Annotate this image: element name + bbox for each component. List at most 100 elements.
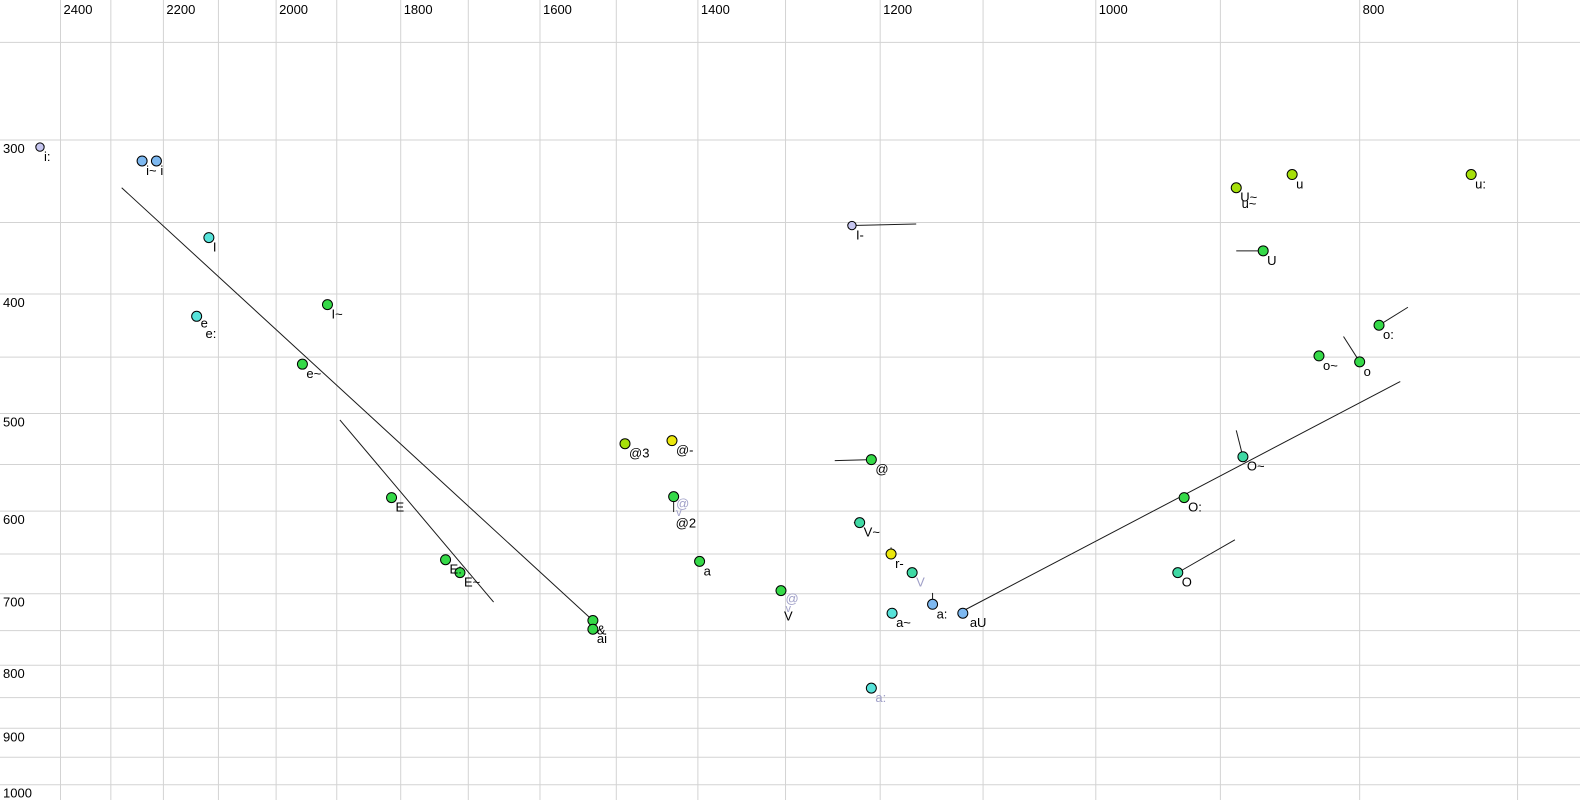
vowel-label: I- bbox=[856, 228, 864, 243]
x-tick-label: 1000 bbox=[1099, 2, 1128, 17]
vowel-label: O: bbox=[1188, 500, 1202, 515]
vowel-label: & bbox=[597, 623, 606, 638]
y-tick-label: 600 bbox=[3, 512, 25, 527]
vowel-label: o~ bbox=[1323, 358, 1338, 373]
vowel-label: @- bbox=[676, 443, 694, 458]
vowel-point-u[interactable] bbox=[1286, 169, 1298, 181]
vowel-point-O_[interactable] bbox=[1237, 451, 1249, 463]
vowel-label: a~ bbox=[896, 615, 911, 630]
vowel-label: o: bbox=[1383, 327, 1394, 342]
vowel-point-V[interactable] bbox=[775, 585, 787, 597]
vowel-point-i_[interactable] bbox=[136, 155, 148, 167]
vowel-point-_3[interactable] bbox=[619, 438, 631, 450]
vowel-label: i: bbox=[44, 149, 51, 164]
vowel-point-O[interactable] bbox=[1172, 567, 1184, 579]
trajectory-line bbox=[1177, 539, 1236, 574]
vowel-label: u bbox=[1296, 177, 1303, 192]
vowel-point-a_[interactable] bbox=[927, 598, 939, 610]
y-tick-label: 400 bbox=[3, 295, 25, 310]
vowel-label: ai bbox=[597, 631, 607, 646]
vowel-point-i[interactable] bbox=[150, 155, 162, 167]
vowel-point-_2[interactable] bbox=[668, 491, 680, 503]
trajectory-line bbox=[339, 419, 494, 603]
vowel-point-E_[interactable] bbox=[454, 567, 466, 579]
vowel-extra-label: @ bbox=[786, 591, 799, 606]
y-tick-label: 500 bbox=[3, 415, 25, 430]
vowel-label: r- bbox=[895, 556, 904, 571]
vowel-point-e[interactable] bbox=[191, 310, 203, 322]
vowel-label: e~ bbox=[306, 366, 321, 381]
vowel-label: u: bbox=[1475, 177, 1486, 192]
vowel-point-_[interactable] bbox=[865, 454, 877, 466]
vowel-extra-label: e: bbox=[206, 326, 217, 341]
vowel-point-r_[interactable] bbox=[885, 548, 897, 560]
vowel-label: U bbox=[1267, 253, 1276, 268]
vowel-label: U~ bbox=[1240, 190, 1257, 205]
vowel-label: a: bbox=[937, 606, 948, 621]
y-tick-label: 900 bbox=[3, 729, 25, 744]
vowel-point-__[interactable] bbox=[666, 435, 678, 447]
vowel-point-ai[interactable] bbox=[587, 623, 599, 635]
vowel-point-V[interactable] bbox=[906, 567, 918, 579]
vowel-label: o bbox=[1364, 364, 1371, 379]
vowel-point-o[interactable] bbox=[1354, 356, 1366, 368]
vowel-label: E bbox=[396, 500, 405, 515]
vowel-point-I_[interactable] bbox=[847, 220, 857, 231]
x-tick-label: 1600 bbox=[543, 2, 572, 17]
vowel-point-e_[interactable] bbox=[296, 358, 308, 370]
vowel-point-u_[interactable] bbox=[1465, 169, 1477, 181]
x-tick-label: 2000 bbox=[279, 2, 308, 17]
vowel-label: V bbox=[916, 575, 925, 590]
arrowhead-glyph: v bbox=[676, 507, 682, 519]
vowel-point-E[interactable] bbox=[386, 492, 398, 504]
trajectory-line bbox=[834, 459, 872, 462]
vowel-label: @2 bbox=[676, 516, 696, 531]
vowel-label: I bbox=[213, 240, 217, 255]
vowel-label: a: bbox=[875, 690, 886, 705]
vowel-point-E_[interactable] bbox=[440, 554, 452, 566]
vowel-label: O~ bbox=[1247, 459, 1265, 474]
x-tick-label: 1400 bbox=[701, 2, 730, 17]
y-tick-label: 300 bbox=[3, 141, 25, 156]
vowel-label: i~ bbox=[146, 163, 157, 178]
vowel-point-U[interactable] bbox=[1257, 245, 1269, 257]
vowel-point-U_[interactable] bbox=[1230, 182, 1242, 194]
x-tick-label: 800 bbox=[1363, 2, 1385, 17]
vowel-point-a[interactable] bbox=[694, 555, 706, 567]
x-tick-label: 2400 bbox=[64, 2, 93, 17]
trajectory-line bbox=[851, 223, 917, 227]
vowel-point-a_[interactable] bbox=[865, 682, 877, 694]
vowel-label: aU bbox=[970, 615, 987, 630]
arrowhead-glyph: v bbox=[786, 603, 792, 615]
vowel-label: @3 bbox=[629, 446, 649, 461]
vowel-extra-label: @ bbox=[676, 496, 689, 511]
vowel-label: I~ bbox=[331, 307, 343, 322]
vowel-label: O bbox=[1182, 575, 1192, 590]
y-tick-label: 1000 bbox=[3, 786, 32, 800]
vowel-label: i bbox=[160, 163, 163, 178]
y-tick-label: 700 bbox=[3, 595, 25, 610]
x-tick-label: 1800 bbox=[404, 2, 433, 17]
vowel-point-o_[interactable] bbox=[1373, 319, 1385, 331]
vowel-label: a bbox=[704, 563, 712, 578]
vowel-label: e bbox=[201, 315, 208, 330]
vowel-label: E~ bbox=[464, 575, 481, 590]
vowel-label: V bbox=[784, 609, 793, 624]
vowel-point-I_[interactable] bbox=[321, 299, 333, 311]
vowel-point-O_[interactable] bbox=[1178, 492, 1190, 504]
vowel-point-I[interactable] bbox=[203, 232, 215, 244]
trajectory-line bbox=[1378, 306, 1409, 326]
vowel-point-a_[interactable] bbox=[886, 607, 898, 619]
x-tick-label: 1200 bbox=[883, 2, 912, 17]
vowel-point-o_[interactable] bbox=[1313, 350, 1325, 362]
vowel-label: E: bbox=[450, 562, 462, 577]
vowel-point-aU[interactable] bbox=[957, 607, 969, 619]
trajectory-line bbox=[121, 187, 594, 621]
vowel-label: @ bbox=[875, 462, 888, 477]
vowel-point-i_[interactable] bbox=[35, 142, 45, 152]
x-tick-label: 2200 bbox=[166, 2, 195, 17]
vowel-point-V_[interactable] bbox=[854, 517, 866, 529]
